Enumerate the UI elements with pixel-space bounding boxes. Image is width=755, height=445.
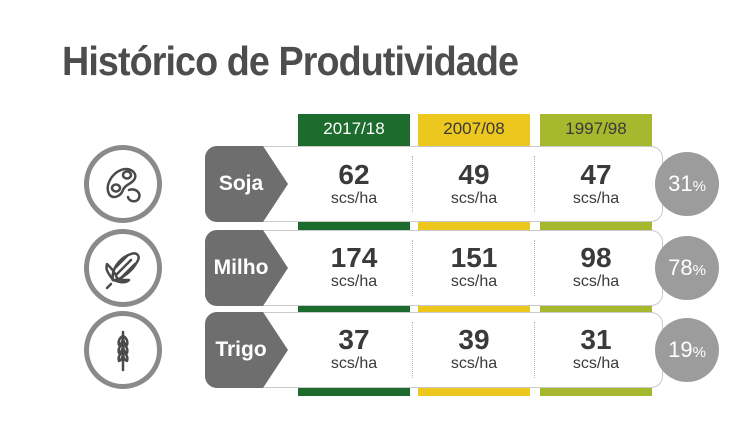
value-number: 98 bbox=[580, 242, 612, 273]
value-unit: scs/ha bbox=[450, 355, 498, 372]
pct-circle-milho: 78% bbox=[655, 236, 719, 300]
column-header-2017-18: 2017/18 bbox=[298, 114, 410, 144]
value-unit: scs/ha bbox=[572, 190, 620, 207]
value-number: 49 bbox=[458, 159, 490, 190]
crop-label-soja: Soja bbox=[218, 172, 264, 195]
value-number: 174 bbox=[330, 242, 378, 273]
value-trigo-1997-98: 31 scs/ha bbox=[540, 325, 652, 373]
value-milho-2017-18: 174 scs/ha bbox=[298, 243, 410, 291]
value-unit: scs/ha bbox=[450, 273, 498, 290]
value-number: 31 bbox=[580, 324, 612, 355]
value-unit: scs/ha bbox=[572, 355, 620, 372]
value-number: 37 bbox=[338, 324, 370, 355]
value-unit: scs/ha bbox=[572, 273, 620, 290]
page-title: Histórico de Produtividade bbox=[62, 38, 519, 84]
value-milho-2007-08: 151 scs/ha bbox=[418, 243, 530, 291]
wheat-icon bbox=[84, 311, 162, 389]
value-unit: scs/ha bbox=[330, 190, 378, 207]
pct-sign: % bbox=[692, 344, 706, 361]
divider bbox=[534, 322, 535, 378]
pct-circle-trigo: 19% bbox=[655, 318, 719, 382]
soybean-icon bbox=[84, 145, 162, 223]
value-trigo-2017-18: 37 scs/ha bbox=[298, 325, 410, 373]
value-milho-1997-98: 98 scs/ha bbox=[540, 243, 652, 291]
value-unit: scs/ha bbox=[450, 190, 498, 207]
value-soja-2017-18: 62 scs/ha bbox=[298, 160, 410, 208]
value-unit: scs/ha bbox=[330, 355, 378, 372]
crop-badge-trigo: Trigo bbox=[205, 312, 288, 388]
value-number: 62 bbox=[338, 159, 370, 190]
corn-icon bbox=[84, 229, 162, 307]
divider bbox=[534, 240, 535, 296]
pct-sign: % bbox=[692, 178, 706, 195]
pct-circle-soja: 31% bbox=[655, 152, 719, 216]
pct-value: 19 bbox=[668, 337, 693, 362]
value-soja-2007-08: 49 scs/ha bbox=[418, 160, 530, 208]
value-trigo-2007-08: 39 scs/ha bbox=[418, 325, 530, 373]
value-number: 39 bbox=[458, 324, 490, 355]
crop-label-milho: Milho bbox=[213, 256, 269, 279]
pct-value: 31 bbox=[668, 171, 693, 196]
divider bbox=[412, 322, 413, 378]
pct-value: 78 bbox=[668, 255, 693, 280]
divider bbox=[534, 156, 535, 212]
divider bbox=[412, 156, 413, 212]
crop-badge-milho: Milho bbox=[205, 230, 288, 306]
divider bbox=[412, 240, 413, 296]
value-number: 47 bbox=[580, 159, 612, 190]
column-header-2007-08: 2007/08 bbox=[418, 114, 530, 144]
pct-sign: % bbox=[692, 262, 706, 279]
value-unit: scs/ha bbox=[330, 273, 378, 290]
value-soja-1997-98: 47 scs/ha bbox=[540, 160, 652, 208]
crop-label-trigo: Trigo bbox=[215, 338, 267, 361]
crop-badge-soja: Soja bbox=[205, 146, 288, 222]
column-header-1997-98: 1997/98 bbox=[540, 114, 652, 144]
value-number: 151 bbox=[450, 242, 498, 273]
